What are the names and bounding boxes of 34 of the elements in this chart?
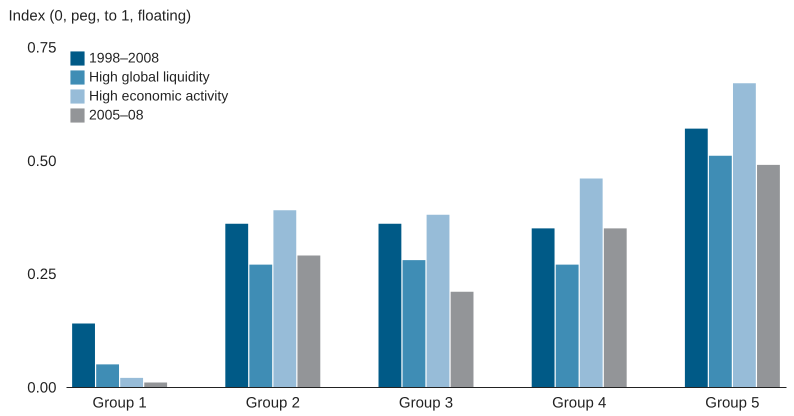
x-tick-label: Group 1 (92, 394, 147, 412)
bar (120, 378, 144, 387)
legend-label: High global liquidity (89, 68, 210, 84)
bar (297, 256, 320, 387)
bar (604, 228, 627, 387)
bar (96, 364, 120, 387)
bar (225, 224, 248, 387)
bar (249, 264, 272, 387)
bar (144, 382, 168, 387)
legend-label: High economic activity (89, 88, 228, 104)
legend-label: 1998–2008 (89, 50, 160, 66)
bar (450, 292, 474, 387)
y-tick-label: 0.50 (27, 152, 56, 170)
bar (732, 83, 756, 387)
bar (708, 156, 732, 387)
bar (556, 264, 579, 387)
y-tick-label: 0.25 (27, 266, 56, 284)
bar (273, 210, 296, 387)
bar (580, 178, 603, 387)
bar (378, 224, 402, 387)
legend-label: 2005–08 (89, 106, 144, 122)
x-tick-label: Group 3 (398, 394, 454, 412)
x-tick-label: Group 5 (705, 394, 760, 412)
x-tick-label: Group 4 (552, 394, 606, 412)
x-tick-label: Group 2 (246, 394, 300, 412)
y-axis-title: Index (0, peg, to 1, floating) (8, 8, 192, 24)
bar (426, 214, 450, 387)
bar (684, 128, 708, 387)
bar (402, 260, 426, 387)
bar (532, 228, 555, 387)
y-tick-label: 0.00 (27, 380, 56, 396)
y-tick-label: 0.75 (27, 40, 56, 56)
bar (757, 164, 780, 387)
bar (72, 324, 95, 387)
